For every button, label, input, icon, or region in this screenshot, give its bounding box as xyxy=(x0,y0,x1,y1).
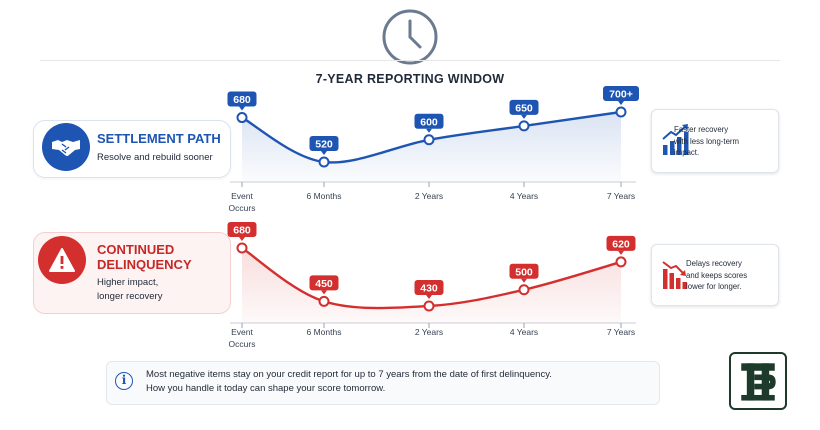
clock-icon xyxy=(382,9,438,65)
settlement-label-pointer xyxy=(521,114,527,119)
settlement-label-badge xyxy=(309,136,339,151)
recovery-note-text: Faster recovery with less long-term impa… xyxy=(674,125,739,157)
settlement-label-pointer xyxy=(618,101,624,105)
settlement-point xyxy=(236,112,248,124)
info-text: Most negative items stay on your credit … xyxy=(146,369,552,394)
delinquency-tick-label: Event Occurs xyxy=(229,327,256,349)
delinquency-label-pointer xyxy=(426,295,432,299)
page-title: 7-YEAR REPORTING WINDOW xyxy=(315,72,505,86)
delinquency-label-badge xyxy=(414,280,444,295)
delinquency-tick-label: 4 Years xyxy=(510,327,538,337)
delinquency-tick-label: 7 Years xyxy=(607,327,635,337)
settlement-tick-label: 4 Years xyxy=(510,191,538,201)
settlement-label-badge xyxy=(509,99,539,115)
delinquency-label-badge xyxy=(606,235,636,251)
delinquency-point xyxy=(615,256,627,268)
delinquency-label-badge xyxy=(509,263,539,279)
settlement-point xyxy=(423,134,435,146)
settlement-data-label: 520 xyxy=(315,139,333,151)
delinquency-tick-label: 6 Months xyxy=(307,327,342,337)
settlement-tick-label: 6 Months xyxy=(307,191,342,201)
settlement-label-badge xyxy=(227,91,257,107)
delinquency-label-pointer xyxy=(521,278,527,283)
settlement-label-pointer xyxy=(426,128,432,133)
settlement-label-badge xyxy=(414,113,444,129)
delinquency-data-label: 450 xyxy=(315,278,333,290)
settlement-data-label: 680 xyxy=(233,94,251,106)
info-box xyxy=(106,361,660,405)
settlement-data-label: 650 xyxy=(515,102,533,114)
settlement-tick-label: 7 Years xyxy=(607,191,635,201)
settlement-tick-label: 2 Years xyxy=(415,191,443,201)
delinquency-point xyxy=(423,300,435,312)
settlement-data-label: 700+ xyxy=(609,89,633,101)
delinquency-title: CONTINUED DELINQUENCY xyxy=(97,242,192,272)
delinquency-data-label: 430 xyxy=(420,283,438,295)
delinquency-label-pointer xyxy=(239,237,245,241)
settlement-label-pointer xyxy=(239,106,245,111)
delinquency-data-label: 500 xyxy=(515,266,533,278)
trend-up-icon xyxy=(662,124,689,155)
delinquency-point xyxy=(518,284,530,296)
delinquency-data-label: 620 xyxy=(612,238,630,250)
trend-down-icon xyxy=(662,261,687,289)
brand-logo xyxy=(729,352,787,410)
recovery-note-card xyxy=(651,109,779,173)
delinquency-area xyxy=(242,248,621,323)
settlement-point xyxy=(318,156,330,168)
divider xyxy=(40,60,780,61)
settlement-title: SETTLEMENT PATH xyxy=(97,131,221,146)
delinquency-label-badge xyxy=(227,222,257,237)
delinquency-subtitle: Higher impact, longer recovery xyxy=(97,277,163,302)
settlement-data-label: 600 xyxy=(420,116,438,128)
settlement-tick-label: Event Occurs xyxy=(229,191,256,213)
delinquency-point xyxy=(236,242,248,254)
settlement-point xyxy=(615,106,627,118)
settlement-subtitle: Resolve and rebuild sooner xyxy=(97,152,213,163)
delinquency-label-pointer xyxy=(321,290,327,295)
settlement-label-pointer xyxy=(321,151,327,155)
delinquency-data-label: 680 xyxy=(233,225,251,237)
handshake-icon xyxy=(42,123,90,171)
delay-note-text: Delays recovery and keeps scores lower f… xyxy=(686,259,748,291)
delinquency-point xyxy=(318,295,330,307)
delinquency-tick-label: 2 Years xyxy=(415,327,443,337)
delinquency-label-pointer xyxy=(618,250,624,255)
settlement-point xyxy=(518,120,530,132)
info-icon: i xyxy=(115,372,133,390)
delay-note-card xyxy=(651,244,779,306)
warning-icon xyxy=(38,236,86,284)
settlement-label-badge xyxy=(603,86,639,101)
delinquency-label-badge xyxy=(309,275,339,291)
